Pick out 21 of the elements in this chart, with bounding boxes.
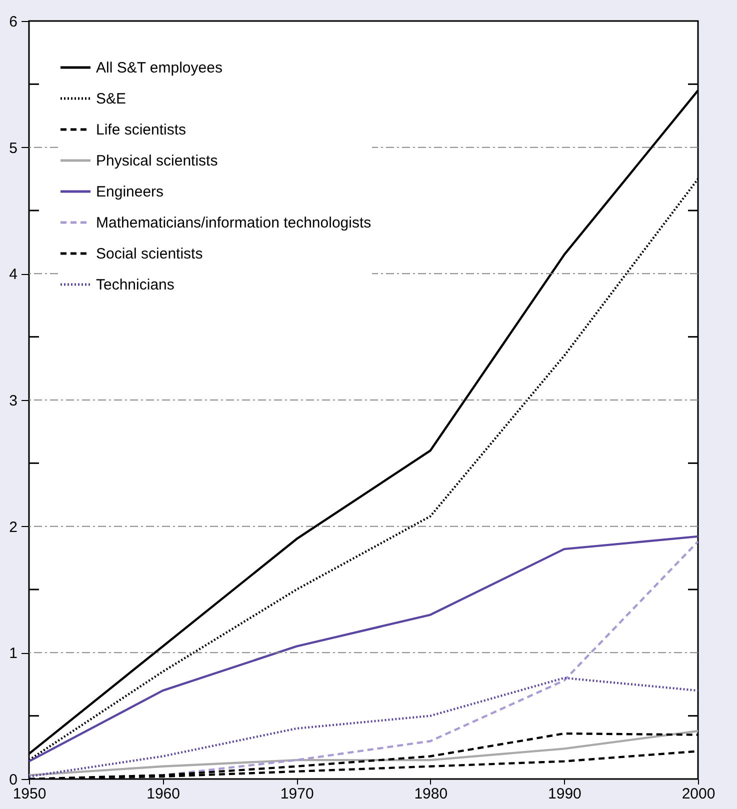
x-tick-label: 2000 <box>682 786 716 802</box>
y-tick-label: 1 <box>9 645 18 662</box>
y-tick-label: 4 <box>9 266 18 284</box>
y-tick-label: 2 <box>9 518 18 536</box>
y-tick-label: 6 <box>9 14 18 30</box>
legend-label: Social scientists <box>96 246 203 262</box>
legend-label: S&E <box>96 90 126 108</box>
y-tick-label: 0 <box>9 772 18 788</box>
legend-label: Life scientists <box>96 122 186 138</box>
y-tick-label: 5 <box>9 140 18 157</box>
legend-label: All S&T employees <box>96 60 222 76</box>
y-tick-label: 3 <box>9 392 18 410</box>
legend-label: Mathematicians/information technologists <box>96 214 372 232</box>
x-tick-label: 1990 <box>548 786 582 802</box>
legend-label: Physical scientists <box>96 152 218 170</box>
legend-label: Technicians <box>96 276 174 294</box>
x-tick-label: 1980 <box>414 786 448 802</box>
x-tick-label: 1970 <box>280 786 314 802</box>
x-tick-label: 1950 <box>12 786 46 802</box>
legend-label: Engineers <box>96 184 164 200</box>
x-tick-label: 1960 <box>146 786 180 802</box>
